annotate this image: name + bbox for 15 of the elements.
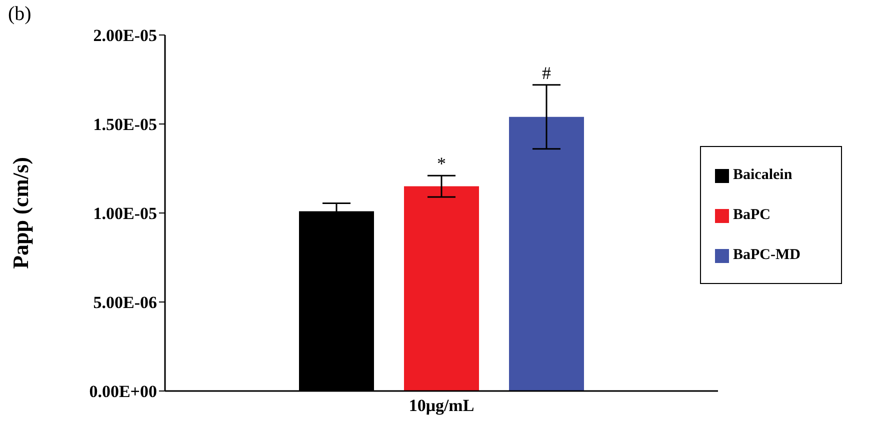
- bar: [404, 186, 479, 391]
- x-tick-label: 10μg/mL: [408, 396, 474, 416]
- data-label: *: [437, 154, 446, 174]
- y-tick-label: 0.00E+00: [89, 382, 157, 402]
- y-axis-title: Papp (cm/s): [8, 157, 33, 269]
- y-tick-label: 1.00E-05: [93, 204, 157, 224]
- legend-label: BaPC: [733, 207, 770, 223]
- legend-label: BaPC-MD: [733, 247, 800, 263]
- bar: [509, 116, 584, 391]
- y-tick-label: 2.00E-05: [93, 26, 157, 46]
- text: (b): [8, 3, 32, 25]
- legend-label: Baicalein: [733, 167, 792, 183]
- y-tick-label: 5.00E-06: [93, 293, 157, 312]
- y-tick-label: 1.50E-05: [93, 115, 157, 134]
- data-label: #: [542, 62, 551, 83]
